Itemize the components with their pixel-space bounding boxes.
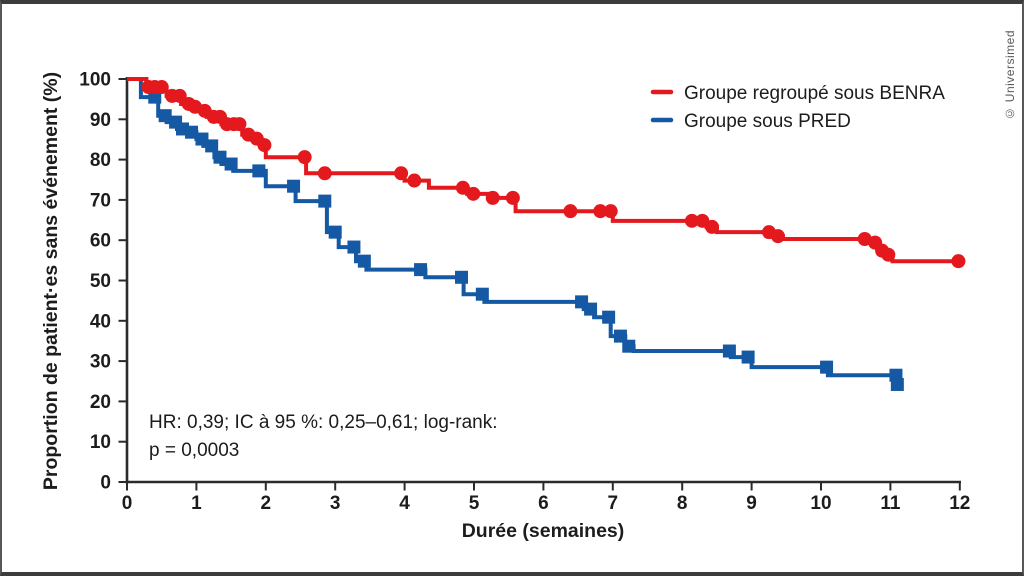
y-tick-label: 60 <box>90 231 111 252</box>
y-axis-title: Proportion de patient·es sans événement … <box>40 72 62 490</box>
censor-mark-square <box>224 157 238 171</box>
y-tick-label: 100 <box>79 70 111 91</box>
censor-mark-square <box>890 377 904 391</box>
censor-mark-circle <box>257 138 272 153</box>
censor-mark-circle <box>603 204 618 219</box>
copyright-credit: © Universimed <box>1003 30 1017 121</box>
hr-annotation-line2: p = 0,0003 <box>149 440 239 461</box>
y-tick-label: 10 <box>90 432 111 453</box>
censor-mark-square <box>328 225 342 239</box>
censor-mark-circle <box>172 88 187 103</box>
y-tick-label: 0 <box>100 473 111 494</box>
legend-label-benra: Groupe regroupé sous BENRA <box>684 83 945 104</box>
censor-mark-square <box>287 179 301 193</box>
km-plot-svg: Proportion de patient·es sans événement … <box>40 70 970 543</box>
x-tick-label: 4 <box>399 493 410 514</box>
censor-mark-circle <box>317 166 332 181</box>
x-tick-label: 7 <box>608 493 619 514</box>
x-tick-label: 10 <box>810 493 831 514</box>
censor-mark-square <box>357 254 371 268</box>
y-tick-label: 50 <box>90 271 111 292</box>
censor-mark-square <box>602 310 616 324</box>
censor-mark-square <box>185 125 199 139</box>
y-tick-label: 90 <box>90 110 111 131</box>
censor-mark-circle <box>154 80 169 95</box>
legend: Groupe regroupé sous BENRA Groupe sous P… <box>650 83 945 132</box>
x-tick-label: 9 <box>746 493 757 514</box>
x-tick-label: 8 <box>677 493 688 514</box>
censor-mark-circle <box>563 204 578 219</box>
y-tick-label: 40 <box>90 311 111 332</box>
censor-mark-square <box>622 339 636 353</box>
censor-mark-circle <box>770 229 785 244</box>
y-tick-label: 30 <box>90 352 111 373</box>
censor-mark-circle <box>232 117 247 132</box>
censor-mark-circle <box>593 204 608 219</box>
censor-mark-circle <box>394 166 409 181</box>
censor-mark-circle <box>297 150 312 165</box>
censor-mark-square <box>252 164 266 178</box>
censor-mark-circle <box>407 173 422 188</box>
censor-mark-circle <box>684 213 699 228</box>
hr-annotation-line1: HR: 0,39; IC à 95 %: 0,25–0,61; log-rank… <box>149 412 498 433</box>
censor-mark-square <box>475 287 489 301</box>
censor-mark-square <box>213 150 227 164</box>
censor-mark-square <box>158 109 172 123</box>
x-tick-label: 5 <box>469 493 480 514</box>
censor-mark-square <box>414 263 428 277</box>
y-tick-label: 80 <box>90 150 111 171</box>
censor-mark-circle <box>466 186 481 201</box>
censor-mark-square <box>455 270 469 284</box>
x-tick-label: 2 <box>261 493 272 514</box>
x-tick-label: 1 <box>191 493 202 514</box>
censor-mark-circle <box>485 190 500 205</box>
censor-mark-square <box>741 350 755 364</box>
censor-mark-square <box>584 302 598 316</box>
x-tick-label: 0 <box>122 493 133 514</box>
censor-mark-square <box>347 240 361 254</box>
censor-mark-square <box>318 194 332 208</box>
x-tick-label: 3 <box>330 493 341 514</box>
censor-mark-circle <box>505 190 520 205</box>
x-tick-label: 6 <box>538 493 549 514</box>
censor-mark-square <box>722 344 736 358</box>
y-tick-label: 70 <box>90 190 111 211</box>
x-tick-label: 12 <box>949 493 970 514</box>
censor-mark-square <box>820 360 834 374</box>
censor-mark-square <box>205 139 219 153</box>
x-tick-label: 11 <box>880 493 901 514</box>
censor-mark-circle <box>455 180 470 195</box>
censor-mark-circle <box>705 219 720 234</box>
km-survival-chart: Proportion de patient·es sans événement … <box>2 4 1022 572</box>
censor-mark-circle <box>951 254 966 269</box>
legend-label-pred: Groupe sous PRED <box>684 111 851 132</box>
censor-mark-circle <box>881 247 896 262</box>
x-axis-title: Durée (semaines) <box>462 520 625 542</box>
censor-mark-square <box>613 329 627 343</box>
censor-mark-square <box>148 90 162 104</box>
y-tick-label: 20 <box>90 392 111 413</box>
